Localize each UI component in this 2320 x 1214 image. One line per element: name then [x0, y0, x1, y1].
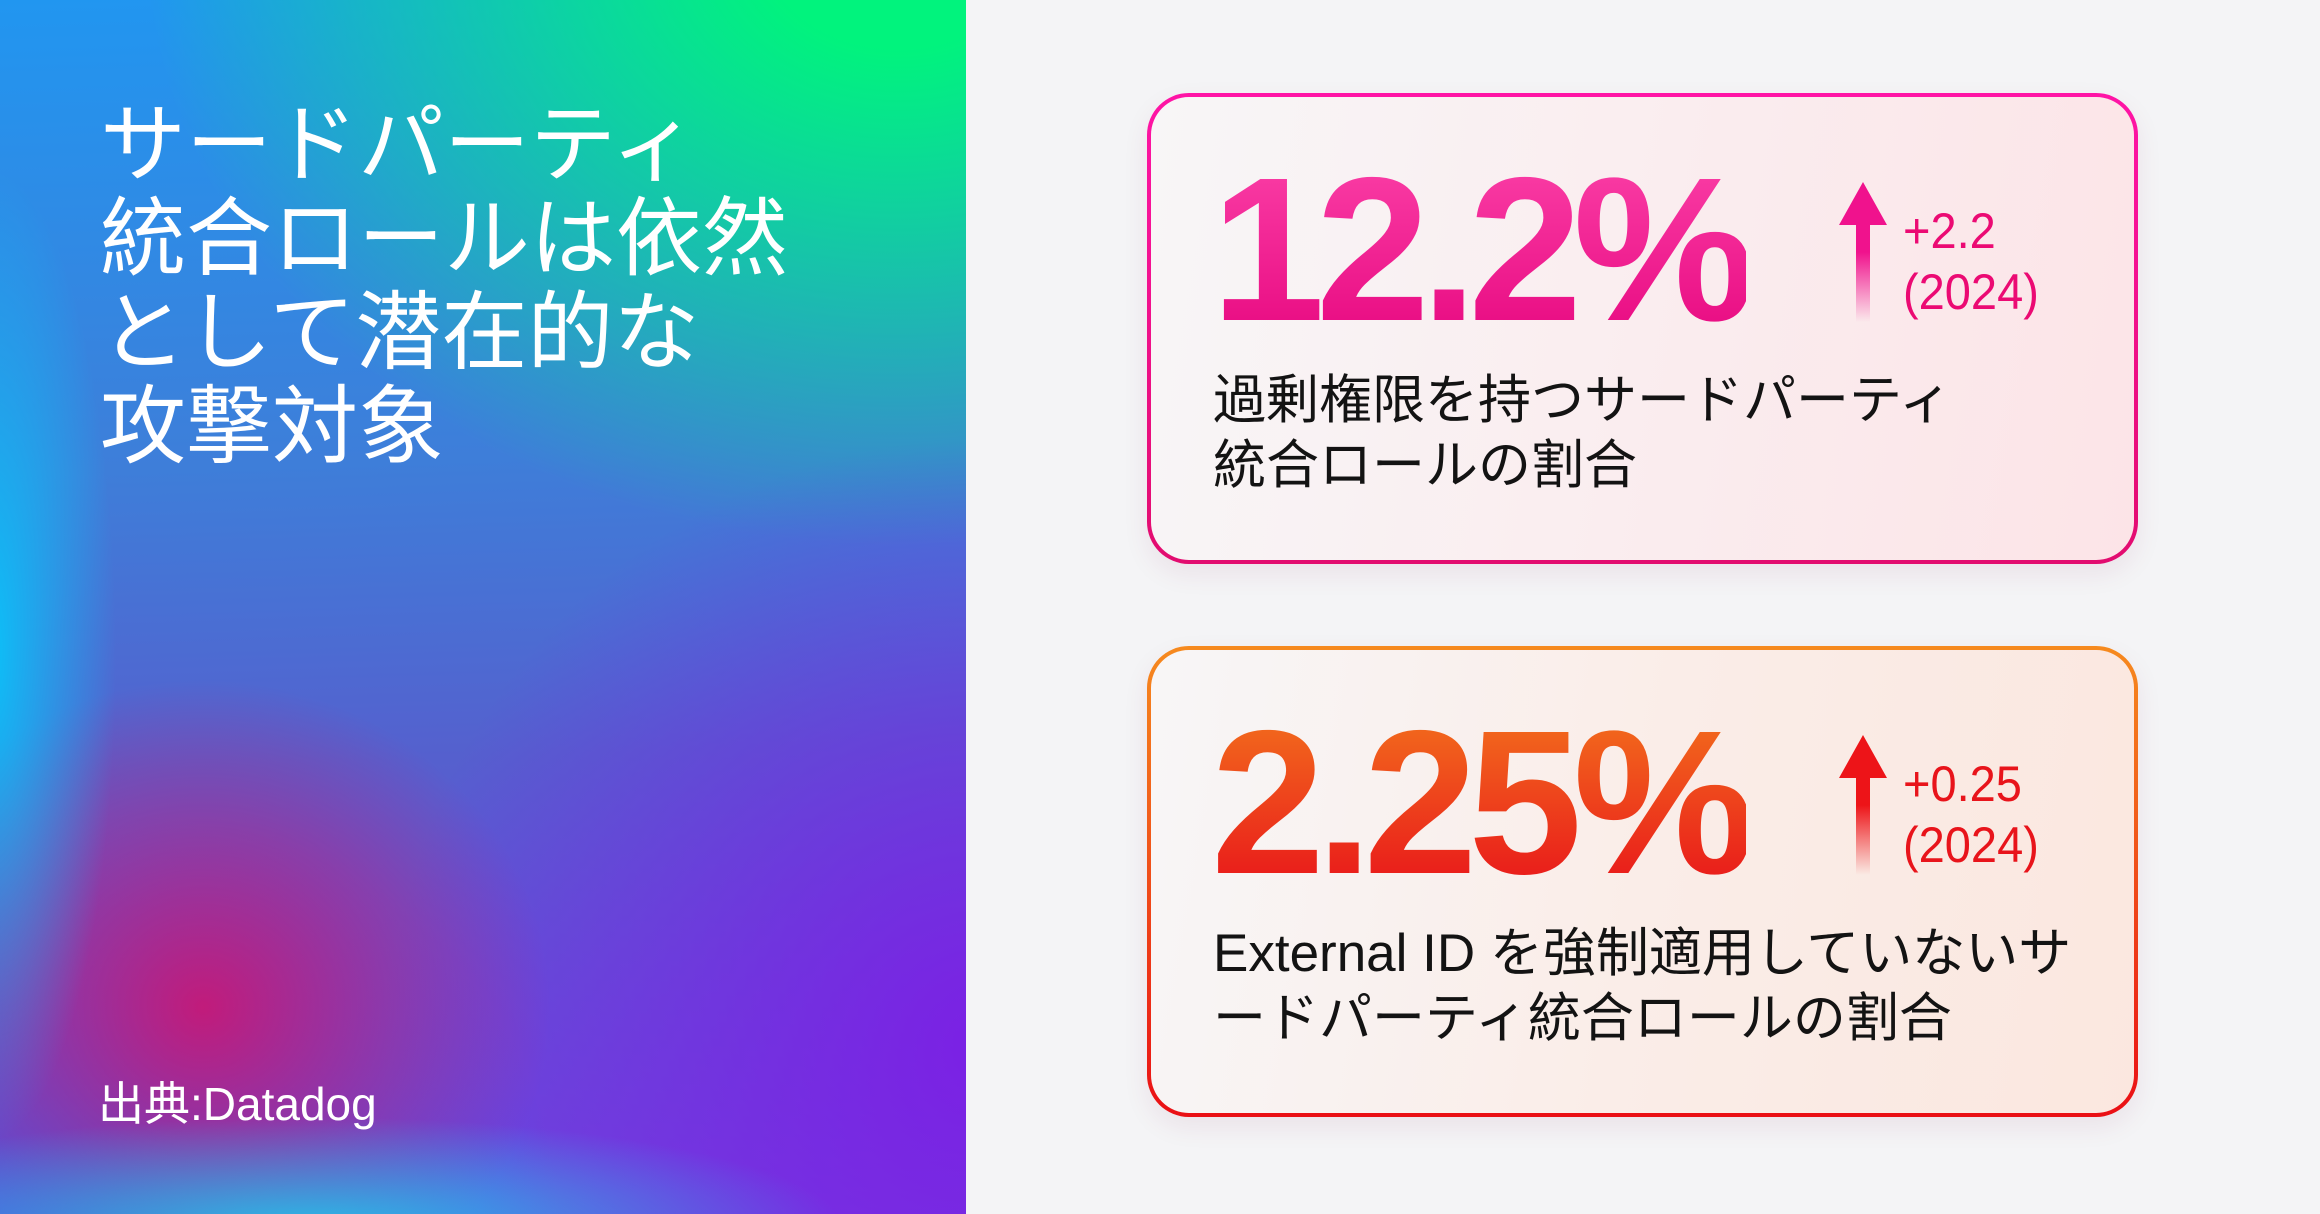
stats-area: 12.2% +2.2 (2024) 過剰権限を持つサードパーティ 統合ロールの割… — [966, 0, 2320, 1214]
stat-description-line: ードパーティ統合ロールの割合 — [1213, 989, 1952, 1048]
headline-line: 統合ロールは依然 — [100, 191, 788, 287]
headline-line: として潜在的な — [100, 285, 700, 381]
delta-block: +2.2 (2024) — [1903, 201, 2039, 323]
stat-description-line: External ID を強制適用していないサ — [1213, 924, 2072, 983]
source-attribution: 出典:Datadog — [98, 1078, 377, 1130]
headline-line: 攻撃対象 — [100, 379, 444, 475]
delta-year: (2024) — [1903, 264, 2039, 320]
stat-description: External ID を強制適用していないサ ードパーティ統合ロールの割合 — [1213, 921, 2071, 1051]
stat-description-line: 過剰権限を持つサードパーティ — [1213, 371, 1952, 430]
up-arrow-icon — [1839, 735, 1887, 875]
stat-card-external-id: 2.25% +0.25 (2024) External ID を強制適用していな… — [1147, 646, 2138, 1117]
delta-block: +0.25 (2024) — [1903, 754, 2039, 876]
stat-value: 12.2% — [1211, 135, 1755, 364]
stat-description: 過剰権限を持つサードパーティ 統合ロールの割合 — [1213, 368, 1952, 498]
up-arrow-icon — [1839, 182, 1887, 322]
delta-value: +0.25 — [1903, 756, 2022, 812]
headline-line: サードパーティ — [100, 97, 697, 193]
delta-value: +2.2 — [1903, 203, 1996, 259]
gradient-hero-panel: サードパーティ 統合ロールは依然 として潜在的な 攻撃対象 出典:Datadog — [0, 0, 966, 1214]
delta-year: (2024) — [1903, 817, 2039, 873]
stat-value: 2.25% — [1211, 688, 1755, 917]
stat-description-line: 統合ロールの割合 — [1213, 436, 1637, 495]
stat-card-overprivileged-roles: 12.2% +2.2 (2024) 過剰権限を持つサードパーティ 統合ロールの割… — [1147, 93, 2138, 564]
headline: サードパーティ 統合ロールは依然 として潜在的な 攻撃対象 — [100, 98, 920, 474]
